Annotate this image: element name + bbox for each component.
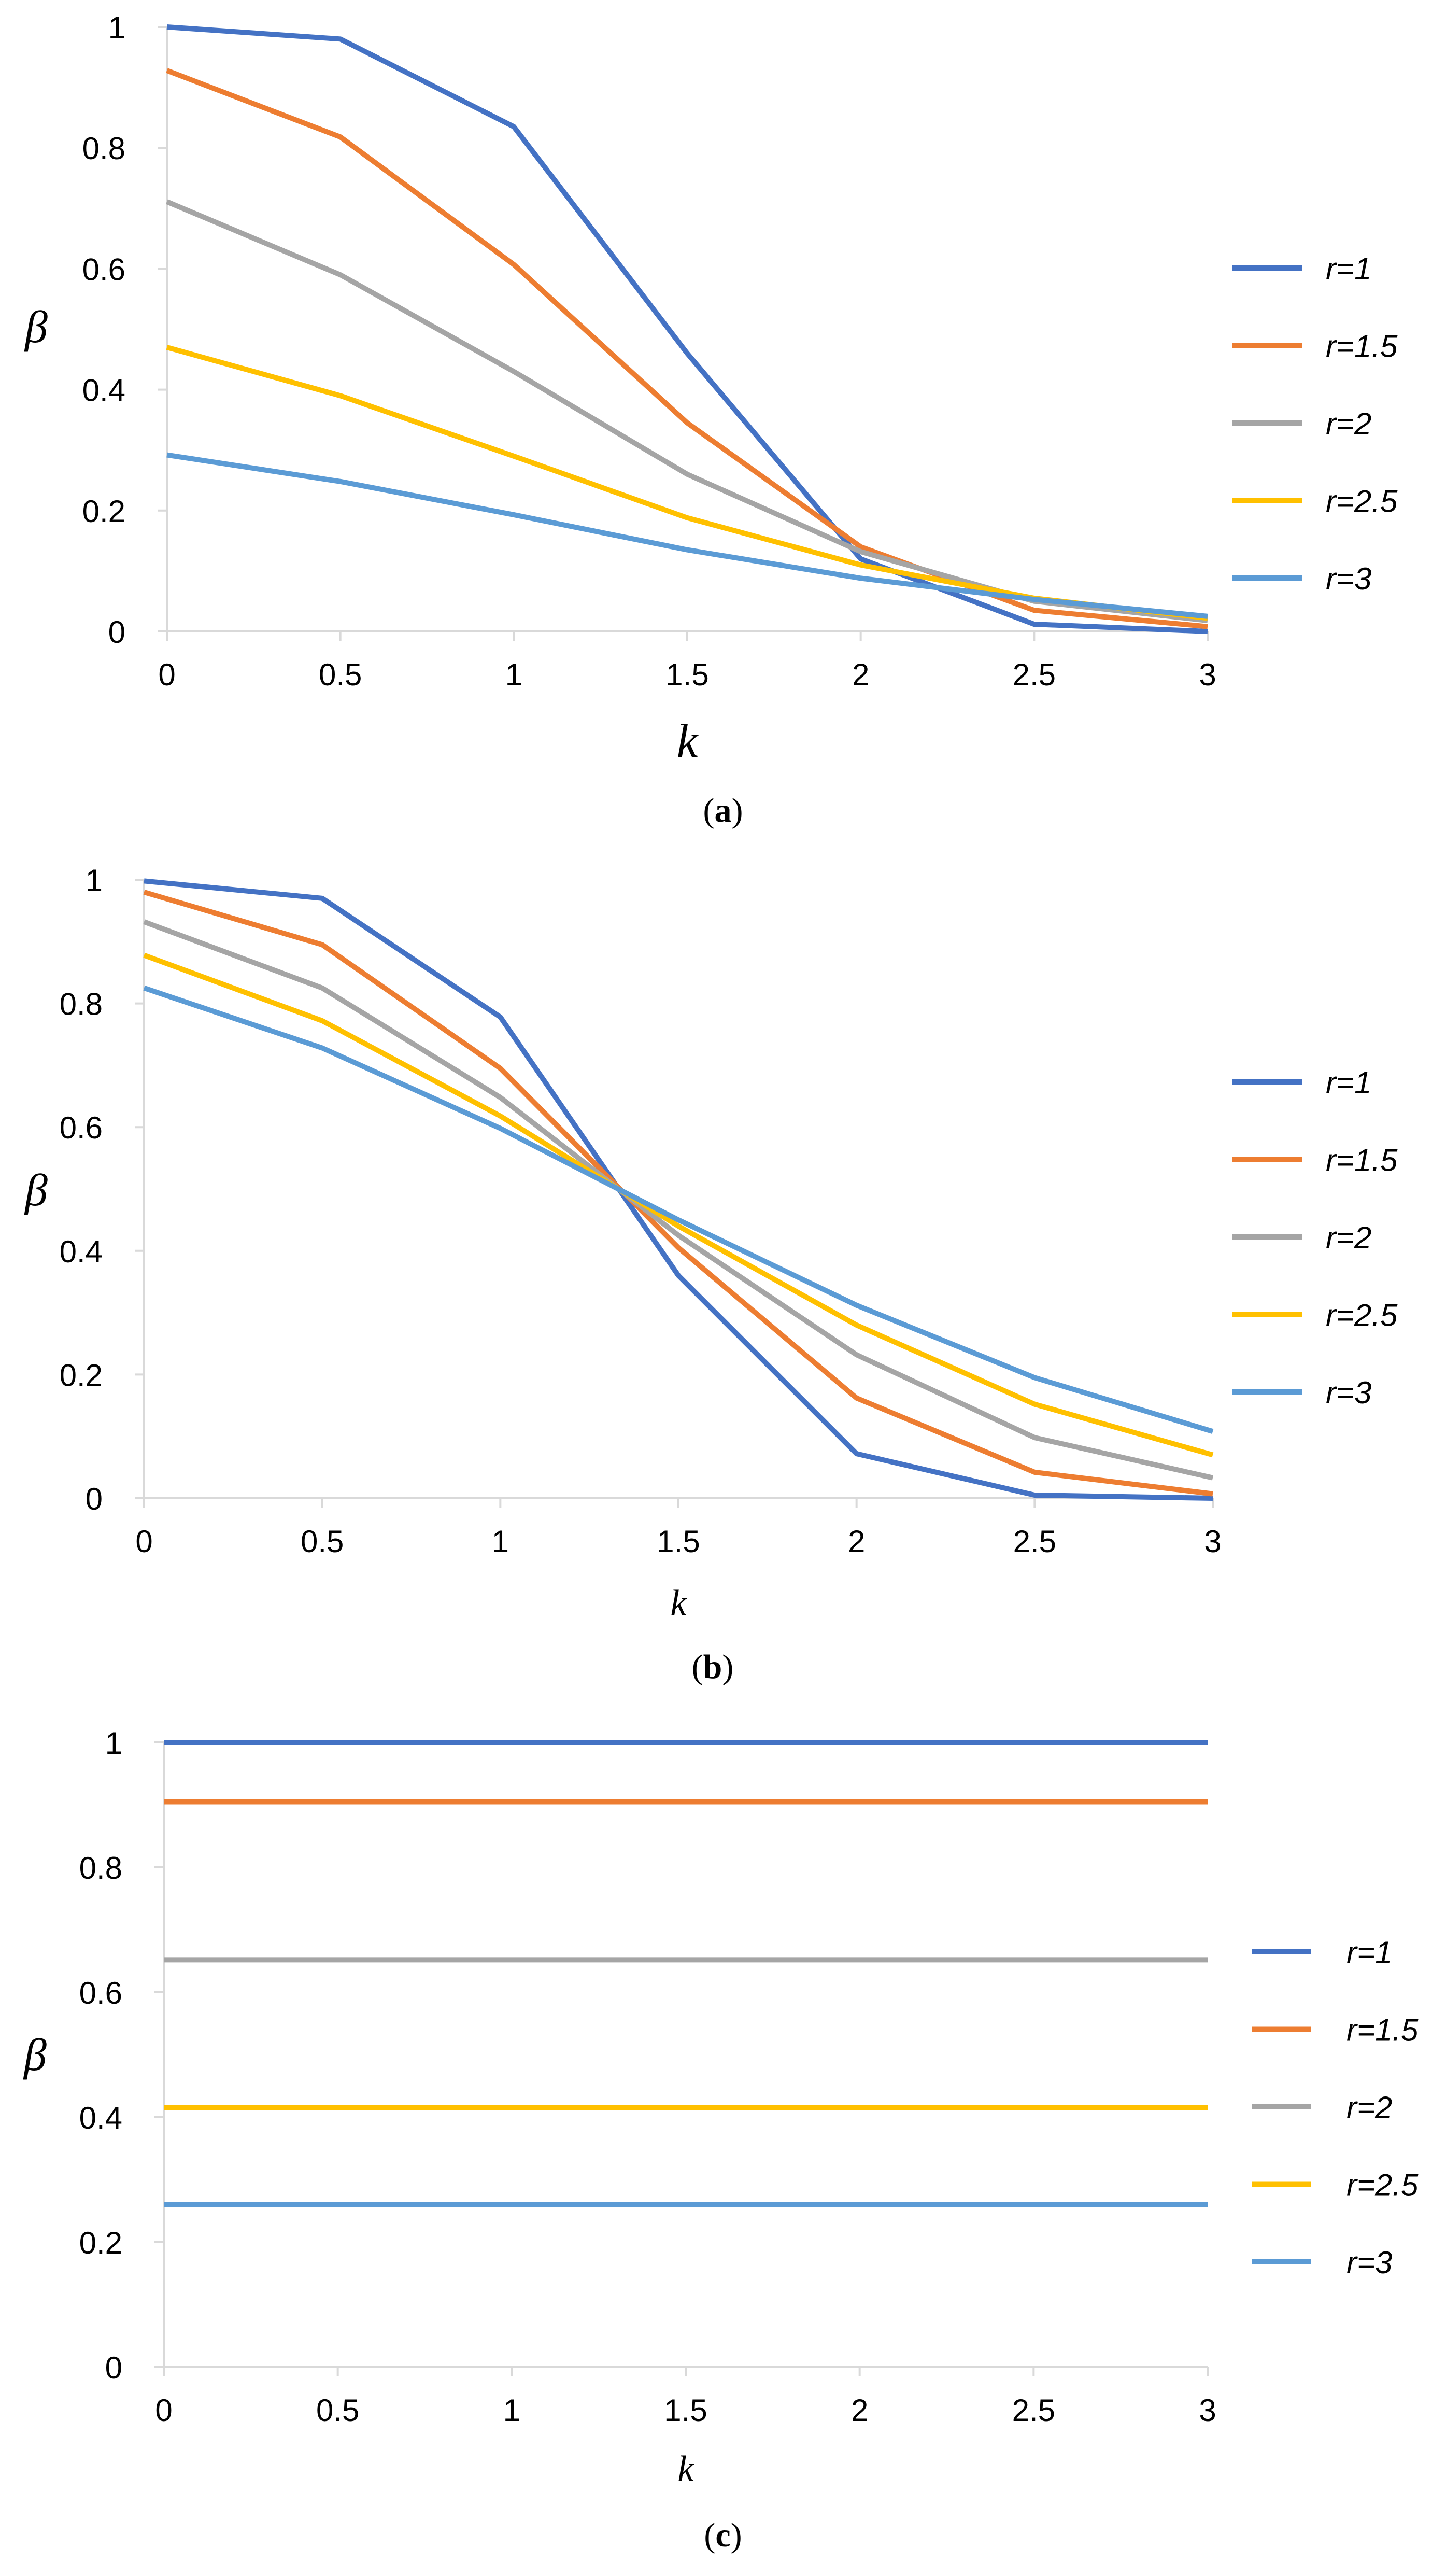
series-line-r=2.5 [166, 345, 1208, 621]
x-axis-label: k [670, 1583, 687, 1623]
y-tick-label: 0 [108, 615, 125, 650]
x-axis-label: k [677, 714, 699, 767]
y-tick-label: 0.6 [82, 252, 125, 287]
x-tick-label: 0 [155, 2393, 172, 2428]
panel-caption-letter: c [715, 2516, 730, 2554]
legend-label-r=1.5: r=1.5 [1326, 329, 1398, 364]
x-tick-label: 0 [135, 1524, 152, 1559]
x-tick-label: 0.5 [301, 1524, 344, 1559]
x-axis-label: k [677, 2449, 694, 2489]
x-tick-label: 3 [1199, 2393, 1216, 2428]
y-tick-label: 1 [86, 863, 103, 898]
panel-caption: (c) [704, 2516, 742, 2554]
y-axis-label: β [24, 1165, 48, 1216]
y-tick-label: 0.2 [79, 2226, 122, 2260]
y-tick-label: 0.4 [82, 373, 125, 408]
legend-label-r=1: r=1 [1326, 1065, 1371, 1100]
legend-label-r=1.5: r=1.5 [1346, 2013, 1419, 2048]
y-tick-label: 0.2 [60, 1358, 103, 1392]
panel-caption-letter: b [703, 1648, 722, 1686]
series-line-r=1 [144, 878, 1213, 1501]
series-line-r=1.5 [166, 68, 1208, 629]
legend: r=1 r=1.5 r=2 r=2.5 r=3 [1252, 1935, 1419, 2280]
legend-label-r=2.5: r=2.5 [1326, 1298, 1398, 1333]
legend: r=1 r=1.5 r=2 r=2.5 r=3 [1232, 1065, 1398, 1410]
x-tick-label: 2 [848, 1524, 865, 1559]
x-tick-label: 1 [505, 657, 522, 692]
y-tick-label: 0.8 [60, 987, 103, 1022]
series-line-r=2.5 [143, 952, 1214, 1458]
y-tick-label: 1 [108, 10, 125, 45]
x-tick-label: 0 [158, 657, 175, 692]
legend-label-r=2.5: r=2.5 [1326, 484, 1398, 519]
series-line-r=1 [166, 24, 1208, 634]
series-line-r=3 [166, 452, 1208, 619]
legend-label-r=2: r=2 [1346, 2090, 1392, 2125]
legend-label-r=2: r=2 [1326, 1220, 1371, 1255]
x-tick-label: 1.5 [665, 657, 708, 692]
legend-label-r=1.5: r=1.5 [1326, 1143, 1398, 1178]
x-tick-label: 1.5 [657, 1524, 700, 1559]
y-axis-label: β [23, 2030, 47, 2080]
y-tick-label: 0.6 [79, 1976, 122, 2010]
chart-panel-b: 0 0.5 1 1.5 2 2.5 3 0 0.2 0.4 0.6 0.8 1 β k r=1 r=1.5 r=2… [24, 863, 1398, 1686]
series-line-r=2 [143, 919, 1214, 1481]
x-tick-label: 2 [852, 657, 869, 692]
legend-label-r=1: r=1 [1346, 1935, 1392, 1970]
y-tick-label: 0.6 [60, 1110, 103, 1145]
y-tick-label: 0 [105, 2350, 122, 2385]
y-tick-label: 0.4 [79, 2101, 122, 2135]
legend-label-r=3: r=3 [1326, 561, 1371, 596]
x-tick-label: 1 [492, 1524, 509, 1559]
legend: r=1 r=1.5 r=2 r=2.5 r=3 [1232, 251, 1398, 596]
panel-caption-letter: a [715, 792, 732, 829]
y-tick-label: 0.8 [79, 1851, 122, 1885]
panel-caption: (a) [703, 792, 743, 829]
series-line-r=2 [166, 199, 1208, 623]
x-tick-label: 2.5 [1012, 2393, 1055, 2428]
y-tick-label: 0.8 [82, 131, 125, 166]
legend-label-r=1: r=1 [1326, 251, 1371, 286]
panel-caption: (b) [692, 1648, 734, 1686]
chart-panel-c: 0 0.5 1 1.5 2 2.5 3 0 0.2 0.4 0.6 0.8 1 β k r=1 r=1.5 r=2… [23, 1726, 1419, 2554]
series-line-r=3 [143, 986, 1214, 1434]
legend-label-r=3: r=3 [1326, 1375, 1371, 1410]
x-tick-label: 3 [1199, 657, 1216, 692]
y-tick-label: 0.2 [82, 494, 125, 529]
y-tick-label: 1 [105, 1726, 122, 1761]
x-tick-label: 1 [503, 2393, 520, 2428]
legend-label-r=2: r=2 [1326, 406, 1371, 441]
x-tick-label: 2.5 [1013, 1524, 1056, 1559]
x-tick-label: 0.5 [316, 2393, 359, 2428]
x-tick-label: 2 [851, 2393, 868, 2428]
legend-label-r=3: r=3 [1346, 2245, 1392, 2280]
y-tick-label: 0.4 [60, 1234, 103, 1269]
series-line-r=1.5 [143, 890, 1213, 1497]
chart-panel-a: 0 0.5 1 1.5 2 2.5 3 0 0.2 0.4 0.6 0.8 1 β k r=1 r=1.5 r=2… [24, 10, 1398, 829]
x-tick-label: 2.5 [1013, 657, 1056, 692]
x-tick-label: 0.5 [319, 657, 362, 692]
legend-label-r=2.5: r=2.5 [1346, 2168, 1419, 2203]
x-tick-label: 3 [1204, 1524, 1221, 1559]
x-tick-label: 1.5 [664, 2393, 707, 2428]
y-tick-label: 0 [86, 1482, 103, 1516]
y-axis-label: β [24, 302, 48, 353]
